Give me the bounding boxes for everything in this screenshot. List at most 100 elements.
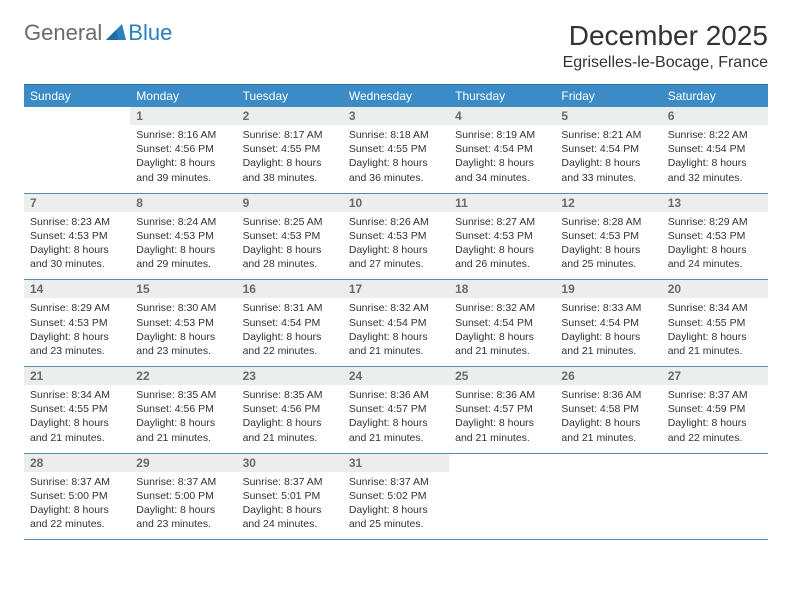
day-details: Sunrise: 8:30 AMSunset: 4:53 PMDaylight:… <box>130 298 236 366</box>
sunset-line: Sunset: 4:54 PM <box>455 317 533 329</box>
day-details: Sunrise: 8:24 AMSunset: 4:53 PMDaylight:… <box>130 212 236 280</box>
sunrise-line: Sunrise: 8:27 AM <box>455 216 535 228</box>
day-cell: 22Sunrise: 8:35 AMSunset: 4:56 PMDayligh… <box>130 367 236 454</box>
day-number: 9 <box>237 194 343 212</box>
sunrise-line: Sunrise: 8:37 AM <box>349 476 429 488</box>
day-number: 13 <box>662 194 768 212</box>
day-number: 5 <box>555 107 661 125</box>
daylight-line: Daylight: 8 hours and 21 minutes. <box>349 417 428 443</box>
day-details: Sunrise: 8:16 AMSunset: 4:56 PMDaylight:… <box>130 125 236 193</box>
daylight-line: Daylight: 8 hours and 29 minutes. <box>136 244 215 270</box>
daylight-line: Daylight: 8 hours and 21 minutes. <box>30 417 109 443</box>
sunset-line: Sunset: 4:56 PM <box>136 143 214 155</box>
daylight-line: Daylight: 8 hours and 28 minutes. <box>243 244 322 270</box>
sunrise-line: Sunrise: 8:34 AM <box>30 389 110 401</box>
sunrise-line: Sunrise: 8:36 AM <box>349 389 429 401</box>
day-details: Sunrise: 8:32 AMSunset: 4:54 PMDaylight:… <box>449 298 555 366</box>
calendar-table: SundayMondayTuesdayWednesdayThursdayFrid… <box>24 84 768 540</box>
day-cell: 31Sunrise: 8:37 AMSunset: 5:02 PMDayligh… <box>343 453 449 540</box>
sunrise-line: Sunrise: 8:32 AM <box>349 302 429 314</box>
day-number: 15 <box>130 280 236 298</box>
daylight-line: Daylight: 8 hours and 22 minutes. <box>243 331 322 357</box>
sunset-line: Sunset: 4:55 PM <box>30 403 108 415</box>
daylight-line: Daylight: 8 hours and 23 minutes. <box>30 331 109 357</box>
day-cell: 29Sunrise: 8:37 AMSunset: 5:00 PMDayligh… <box>130 453 236 540</box>
sunset-line: Sunset: 5:00 PM <box>30 490 108 502</box>
daylight-line: Daylight: 8 hours and 23 minutes. <box>136 504 215 530</box>
day-cell: 8Sunrise: 8:24 AMSunset: 4:53 PMDaylight… <box>130 193 236 280</box>
day-cell: 25Sunrise: 8:36 AMSunset: 4:57 PMDayligh… <box>449 367 555 454</box>
daylight-line: Daylight: 8 hours and 36 minutes. <box>349 157 428 183</box>
daylight-line: Daylight: 8 hours and 21 minutes. <box>455 417 534 443</box>
page-title: December 2025 <box>563 20 768 52</box>
day-details: Sunrise: 8:36 AM Sunset: 4:57 PM Daylight:… <box>343 385 449 453</box>
sunrise-line: Sunrise: 8:25 AM <box>243 216 323 228</box>
day-number: 2 <box>237 107 343 125</box>
sunrise-line: Sunrise: 8:17 AM <box>243 129 323 141</box>
header: General Blue December 2025 Egriselles-le… <box>24 20 768 72</box>
day-details: Sunrise: 8:36 AMSunset: 4:57 PMDaylight:… <box>449 385 555 453</box>
sunset-line: Sunset: 4:55 PM <box>243 143 321 155</box>
day-cell: 27Sunrise: 8:37 AMSunset: 4:59 PMDayligh… <box>662 367 768 454</box>
day-number: 11 <box>449 194 555 212</box>
day-details: Sunrise: 8:29 AMSunset: 4:53 PMDaylight:… <box>662 212 768 280</box>
sunset-line: Sunset: 4:53 PM <box>30 230 108 242</box>
sunset-line: Sunset: 4:54 PM <box>349 317 427 329</box>
day-cell: 19Sunrise: 8:33 AMSunset: 4:54 PMDayligh… <box>555 280 661 367</box>
day-cell: 4Sunrise: 8:19 AMSunset: 4:54 PMDaylight… <box>449 107 555 193</box>
title-block: December 2025 Egriselles-le-Bocage, Fran… <box>563 20 768 72</box>
day-cell: 9Sunrise: 8:25 AMSunset: 4:53 PMDaylight… <box>237 193 343 280</box>
day-details: Sunrise: 8:35 AMSunset: 4:56 PMDaylight:… <box>237 385 343 453</box>
day-cell: 2Sunrise: 8:17 AMSunset: 4:55 PMDaylight… <box>237 107 343 193</box>
day-details: Sunrise: 8:27 AMSunset: 4:53 PMDaylight:… <box>449 212 555 280</box>
day-details: Sunrise: 8:35 AMSunset: 4:56 PMDaylight:… <box>130 385 236 453</box>
daylight-line: Daylight: 8 hours and 32 minutes. <box>668 157 747 183</box>
sunrise-line: Sunrise: 8:21 AM <box>561 129 641 141</box>
logo-word-blue: Blue <box>128 20 172 46</box>
day-number: 24 <box>343 367 449 385</box>
week-row: 28Sunrise: 8:37 AMSunset: 5:00 PMDayligh… <box>24 453 768 540</box>
sunset-line: Sunset: 4:57 PM <box>349 403 427 415</box>
sunset-line: Sunset: 4:54 PM <box>243 317 321 329</box>
sunrise-line: Sunrise: 8:36 AM <box>455 389 535 401</box>
day-details: Sunrise: 8:34 AMSunset: 4:55 PMDaylight:… <box>662 298 768 366</box>
sunset-line: Sunset: 4:55 PM <box>349 143 427 155</box>
sunset-line: Sunset: 4:53 PM <box>136 317 214 329</box>
day-details: Sunrise: 8:18 AMSunset: 4:55 PMDaylight:… <box>343 125 449 193</box>
sunset-line: Sunset: 5:00 PM <box>136 490 214 502</box>
day-details: Sunrise: 8:29 AMSunset: 4:53 PMDaylight:… <box>24 298 130 366</box>
day-number: 30 <box>237 454 343 472</box>
sunset-line: Sunset: 5:01 PM <box>243 490 321 502</box>
day-details: Sunrise: 8:32 AMSunset: 4:54 PMDaylight:… <box>343 298 449 366</box>
week-row: 1Sunrise: 8:16 AMSunset: 4:56 PMDaylight… <box>24 107 768 193</box>
sunset-line: Sunset: 4:58 PM <box>561 403 639 415</box>
sunrise-line: Sunrise: 8:28 AM <box>561 216 641 228</box>
sunset-line: Sunset: 4:56 PM <box>136 403 214 415</box>
sunrise-line: Sunrise: 8:37 AM <box>30 476 110 488</box>
sunrise-line: Sunrise: 8:36 AM <box>561 389 641 401</box>
day-number: 8 <box>130 194 236 212</box>
day-cell <box>24 107 130 193</box>
day-details: Sunrise: 8:36 AM Sunset: 4:58 PM Daylight:… <box>555 385 661 453</box>
sunrise-line: Sunrise: 8:24 AM <box>136 216 216 228</box>
day-cell: 14Sunrise: 8:29 AMSunset: 4:53 PMDayligh… <box>24 280 130 367</box>
day-number: 1 <box>130 107 236 125</box>
day-details: Sunrise: 8:37 AMSunset: 5:00 PMDaylight:… <box>24 472 130 540</box>
day-details: Sunrise: 8:37 AMSunset: 5:00 PMDaylight:… <box>130 472 236 540</box>
day-number: 14 <box>24 280 130 298</box>
day-cell: 13Sunrise: 8:29 AMSunset: 4:53 PMDayligh… <box>662 193 768 280</box>
day-cell: 30Sunrise: 8:37 AMSunset: 5:01 PMDayligh… <box>237 453 343 540</box>
daylight-line: Daylight: 8 hours and 23 minutes. <box>136 331 215 357</box>
location-label: Egriselles-le-Bocage, France <box>563 54 768 72</box>
day-number: 17 <box>343 280 449 298</box>
sunset-line: Sunset: 4:54 PM <box>561 317 639 329</box>
day-cell: 28Sunrise: 8:37 AMSunset: 5:00 PMDayligh… <box>24 453 130 540</box>
sunset-line: Sunset: 4:54 PM <box>455 143 533 155</box>
daylight-line: Daylight: 8 hours and 21 minutes. <box>561 417 640 443</box>
day-number: 22 <box>130 367 236 385</box>
day-cell: 17Sunrise: 8:32 AMSunset: 4:54 PMDayligh… <box>343 280 449 367</box>
sunset-line: Sunset: 4:53 PM <box>455 230 533 242</box>
daylight-line: Daylight: 8 hours and 25 minutes. <box>561 244 640 270</box>
day-number: 4 <box>449 107 555 125</box>
sunset-line: Sunset: 4:53 PM <box>30 317 108 329</box>
